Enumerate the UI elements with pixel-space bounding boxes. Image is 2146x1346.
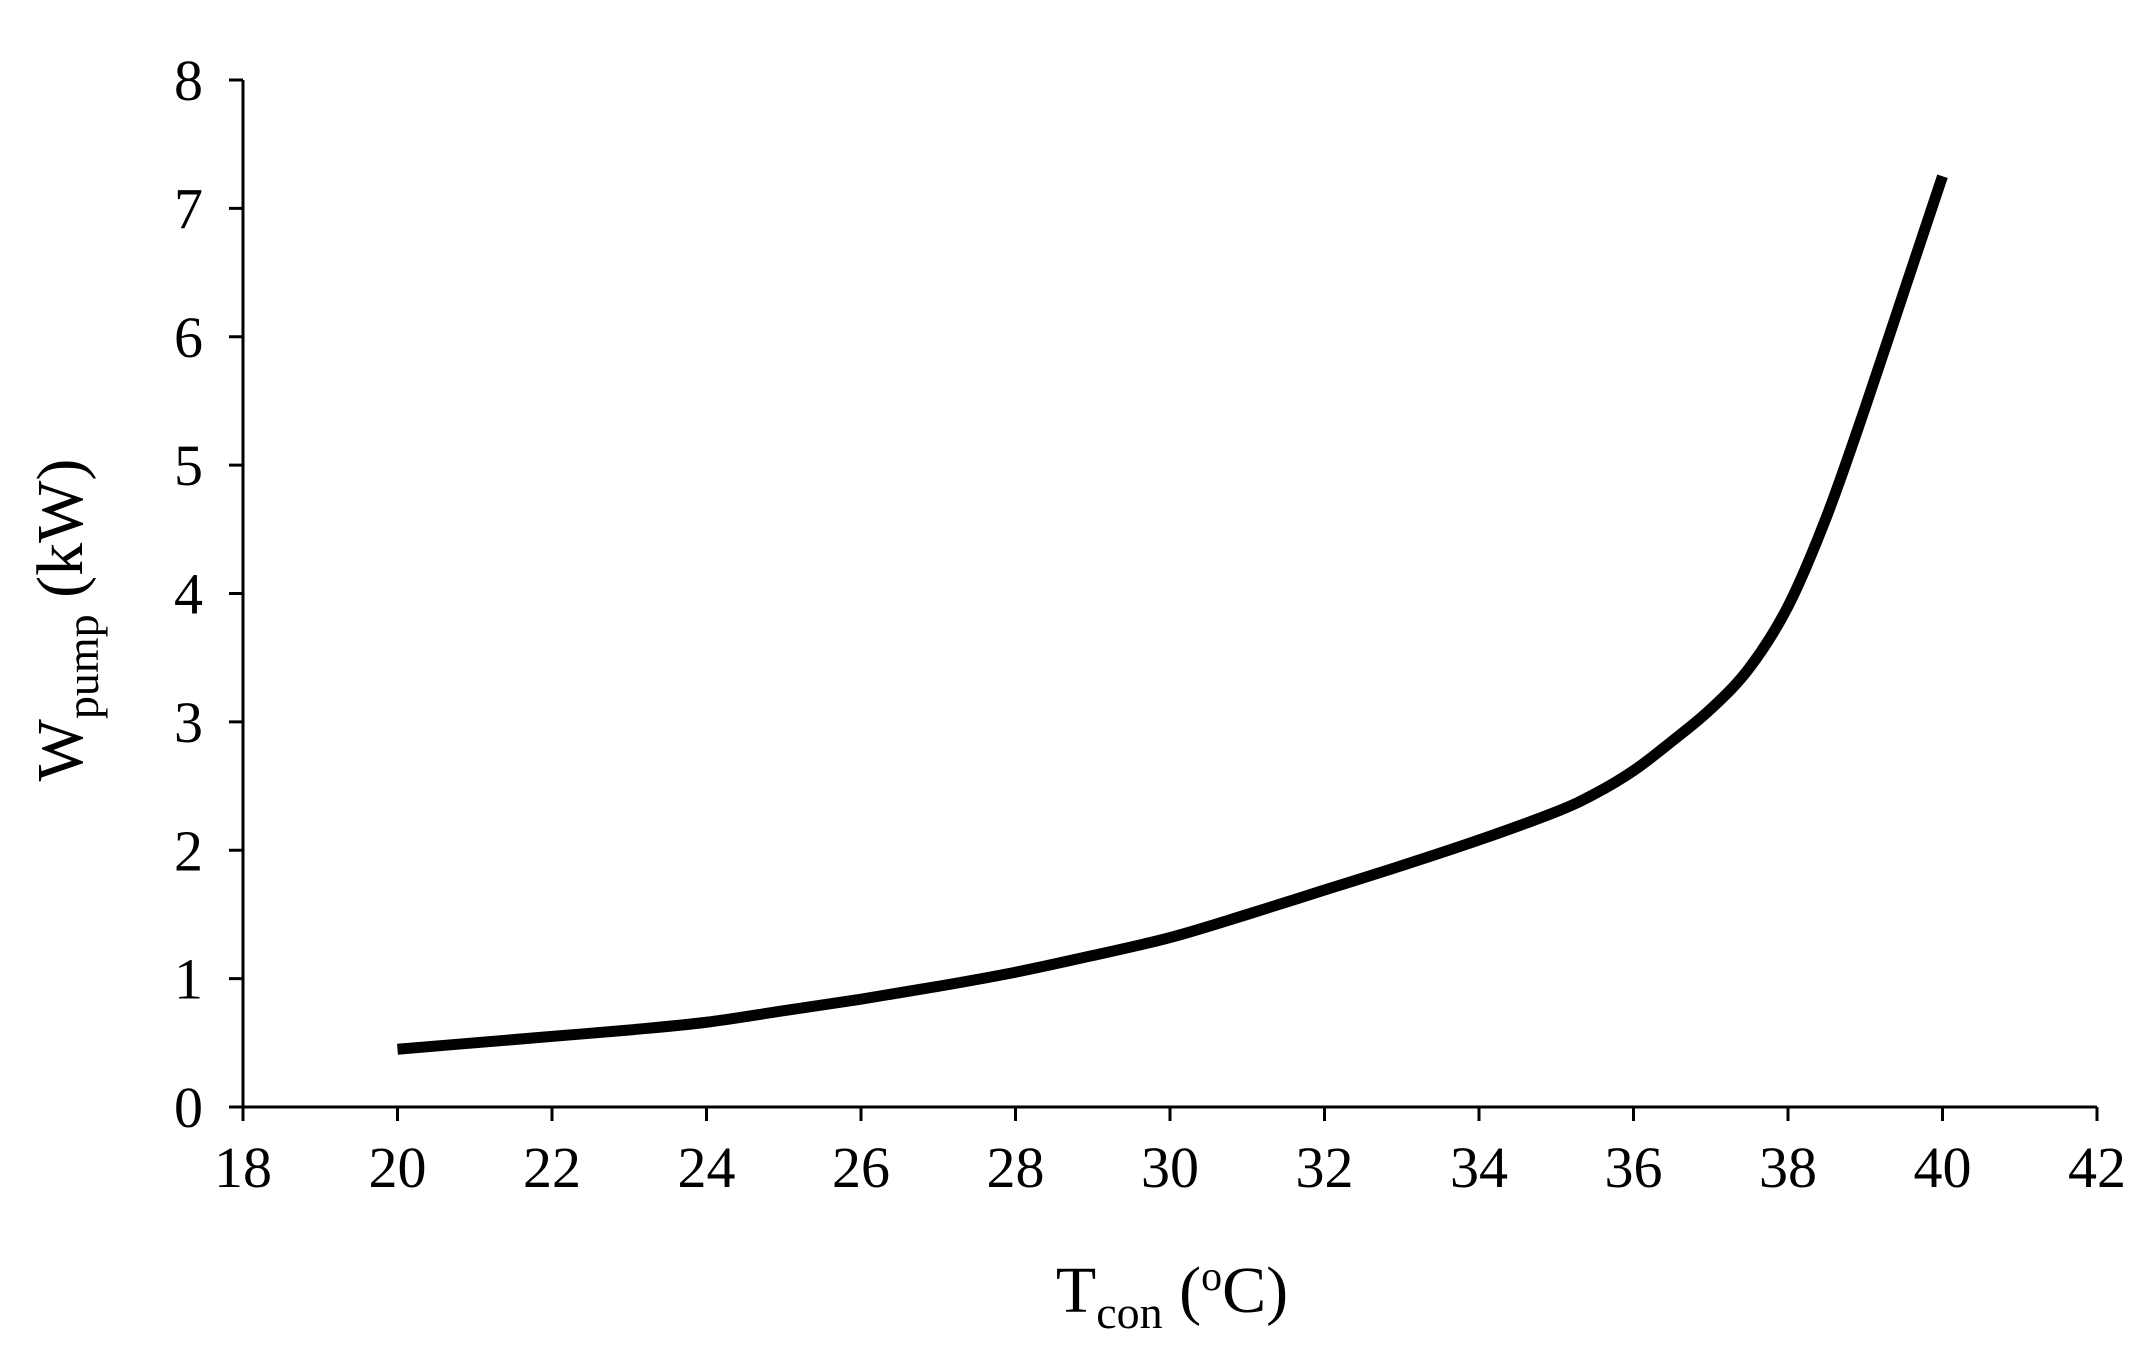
x-tick-label: 38 bbox=[1759, 1135, 1817, 1200]
y-tick-label: 7 bbox=[174, 176, 203, 241]
x-axis-title-main: T bbox=[1056, 1254, 1096, 1327]
y-tick-label: 8 bbox=[174, 48, 203, 113]
x-tick-label: 36 bbox=[1605, 1135, 1663, 1200]
y-tick-label: 5 bbox=[174, 433, 203, 498]
x-tick-label: 18 bbox=[214, 1135, 272, 1200]
y-tick-label: 0 bbox=[174, 1075, 203, 1140]
y-axis-title: Wpump (kW) bbox=[24, 459, 108, 782]
x-tick-label: 22 bbox=[523, 1135, 581, 1200]
y-axis-title-main: W bbox=[24, 718, 97, 781]
x-axis-title-unit-open: ( bbox=[1163, 1254, 1201, 1327]
y-axis-title-unit: (kW) bbox=[24, 459, 97, 615]
x-tick-label: 28 bbox=[987, 1135, 1045, 1200]
y-tick-label: 2 bbox=[174, 818, 203, 883]
x-tick-label: 24 bbox=[678, 1135, 736, 1200]
y-tick-label: 4 bbox=[174, 562, 203, 627]
x-tick-label: 34 bbox=[1450, 1135, 1508, 1200]
series bbox=[397, 174, 1948, 1055]
axes bbox=[241, 80, 2097, 1109]
x-tick-label: 40 bbox=[1914, 1135, 1972, 1200]
y-axis-title-subscript: pump bbox=[57, 614, 108, 719]
y-tick-label: 1 bbox=[174, 947, 203, 1012]
x-tick-label: 42 bbox=[2068, 1135, 2126, 1200]
x-tick-label: 30 bbox=[1141, 1135, 1199, 1200]
x-axis-title: Tcon (oC) bbox=[1056, 1254, 1288, 1338]
series-line-0 bbox=[397, 174, 1948, 1055]
y-tick-label: 3 bbox=[174, 690, 203, 755]
x-tick-label: 20 bbox=[369, 1135, 427, 1200]
y-tick-label: 6 bbox=[174, 305, 203, 370]
x-axis-title-unit-sup: o bbox=[1201, 1254, 1222, 1300]
x-tick-label: 26 bbox=[832, 1135, 890, 1200]
x-tick-label: 32 bbox=[1296, 1135, 1354, 1200]
x-axis-title-subscript: con bbox=[1096, 1287, 1162, 1338]
x-axis-title-unit-close: C) bbox=[1222, 1254, 1288, 1327]
